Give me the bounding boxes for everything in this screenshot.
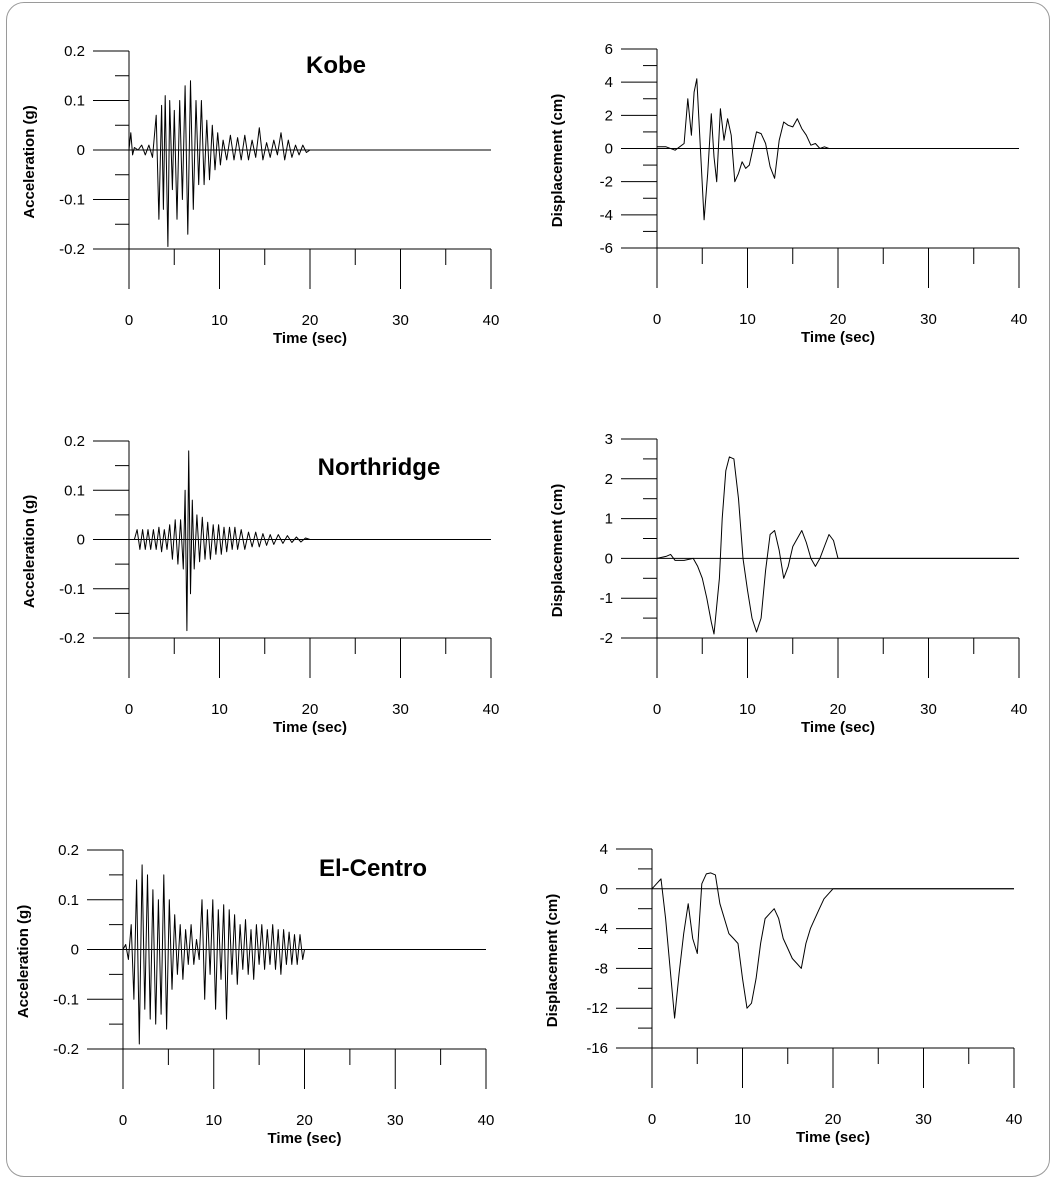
x-tick-label: 20 <box>825 1111 842 1128</box>
panel-title: El-Centro <box>319 855 427 882</box>
x-tick-label: 40 <box>1011 311 1028 328</box>
y-tick-label: 0 <box>600 881 608 898</box>
x-axis-title: Time (sec) <box>273 719 347 736</box>
x-tick-label: 0 <box>653 311 661 328</box>
y-tick-label: 4 <box>600 841 608 858</box>
x-axis-title: Time (sec) <box>801 719 875 736</box>
series-line-1 <box>129 450 491 632</box>
x-axis-title: Time (sec) <box>273 330 347 347</box>
x-tick-label: 20 <box>830 701 847 718</box>
x-tick-label: 0 <box>653 701 661 718</box>
chart-panel-1: 0.2 0.1 0 -0.1 -0.2 0 10 20 30 40 Time (sec) Accele… <box>21 43 499 347</box>
y-tick-label: -2 <box>600 630 613 647</box>
panel-title: Northridge <box>318 454 441 481</box>
y-tick-label: 0 <box>77 142 85 159</box>
y-tick-label: -1 <box>600 590 613 607</box>
y-tick-label: 0 <box>71 942 79 959</box>
x-tick-label: 20 <box>302 701 319 718</box>
x-tick-label: 40 <box>483 312 500 329</box>
y-tick-label: 0.1 <box>64 93 85 110</box>
y-tick-label: 6 <box>605 41 613 58</box>
x-tick-label: 0 <box>125 312 133 329</box>
x-axis-title: Time (sec) <box>796 1129 870 1146</box>
y-tick-label: -0.2 <box>53 1041 79 1058</box>
series-line-1 <box>122 864 486 1045</box>
y-tick-label: -0.1 <box>59 581 85 598</box>
x-tick-label: 40 <box>478 1112 495 1129</box>
y-tick-label: 3 <box>605 431 613 448</box>
x-tick-label: 20 <box>296 1112 313 1129</box>
x-axis-title: Time (sec) <box>801 329 875 346</box>
y-tick-label: 0.1 <box>64 482 85 499</box>
y-axis-title: Displacement (cm) <box>544 894 561 1027</box>
series-line-1 <box>128 80 491 247</box>
y-tick-label: 0 <box>605 550 613 567</box>
y-tick-label: -12 <box>586 1000 608 1017</box>
y-axis-title: Acceleration (g) <box>21 495 38 608</box>
y-tick-label: -0.2 <box>59 241 85 258</box>
x-tick-label: 40 <box>1011 701 1028 718</box>
y-tick-label: -6 <box>600 240 613 257</box>
series-line-1 <box>657 78 1019 221</box>
y-tick-label: 0.1 <box>58 892 79 909</box>
figure-frame: 0.2 0.1 0 -0.1 -0.2 0 10 20 30 40 Time (sec) Accele… <box>6 2 1050 1177</box>
x-tick-label: 0 <box>119 1112 127 1129</box>
x-tick-label: 20 <box>830 311 847 328</box>
x-tick-label: 30 <box>920 311 937 328</box>
y-tick-label: 0 <box>77 532 85 549</box>
x-tick-label: 20 <box>302 312 319 329</box>
series-line-1 <box>656 456 1019 635</box>
x-tick-label: 0 <box>125 701 133 718</box>
x-tick-label: 30 <box>392 312 409 329</box>
y-tick-label: 0.2 <box>64 43 85 60</box>
y-axis-title: Acceleration (g) <box>21 105 38 218</box>
y-tick-label: -0.1 <box>59 192 85 209</box>
x-tick-label: 40 <box>1006 1111 1023 1128</box>
chart-panel-3: 0.2 0.1 0 -0.1 -0.2 0 10 20 30 40 Time (sec) Accele… <box>21 433 499 736</box>
x-tick-label: 30 <box>920 701 937 718</box>
y-tick-label: 0 <box>605 141 613 158</box>
y-tick-label: 4 <box>605 74 613 91</box>
y-tick-label: 2 <box>605 107 613 124</box>
y-tick-label: 0.2 <box>64 433 85 450</box>
x-tick-label: 10 <box>211 701 228 718</box>
x-axis-title: Time (sec) <box>268 1130 342 1147</box>
y-axis-title: Acceleration (g) <box>15 905 32 1018</box>
x-tick-label: 30 <box>915 1111 932 1128</box>
x-tick-label: 40 <box>483 701 500 718</box>
x-tick-label: 10 <box>205 1112 222 1129</box>
y-axis-title: Displacement (cm) <box>549 94 566 227</box>
chart-panel-5: 0.2 0.1 0 -0.1 -0.2 0 10 20 30 40 Time (sec) Accele… <box>15 842 494 1147</box>
x-tick-label: 10 <box>739 311 756 328</box>
y-tick-label: -16 <box>586 1040 608 1057</box>
y-axis-title: Displacement (cm) <box>549 484 566 617</box>
y-tick-label: 0.2 <box>58 842 79 859</box>
y-tick-label: -0.1 <box>53 991 79 1008</box>
x-tick-label: 30 <box>387 1112 404 1129</box>
y-tick-label: -0.2 <box>59 630 85 647</box>
y-tick-label: 1 <box>605 511 613 528</box>
y-tick-label: 2 <box>605 471 613 488</box>
y-tick-label: -8 <box>595 960 608 977</box>
y-tick-label: -4 <box>600 207 613 224</box>
x-tick-label: 10 <box>734 1111 751 1128</box>
y-tick-label: -4 <box>595 921 608 938</box>
panel-title: Kobe <box>306 52 366 79</box>
y-tick-label: -2 <box>600 174 613 191</box>
series-line-1 <box>651 872 1014 1019</box>
x-tick-label: 10 <box>211 312 228 329</box>
x-tick-label: 10 <box>739 701 756 718</box>
x-tick-label: 0 <box>648 1111 656 1128</box>
x-tick-label: 30 <box>392 701 409 718</box>
